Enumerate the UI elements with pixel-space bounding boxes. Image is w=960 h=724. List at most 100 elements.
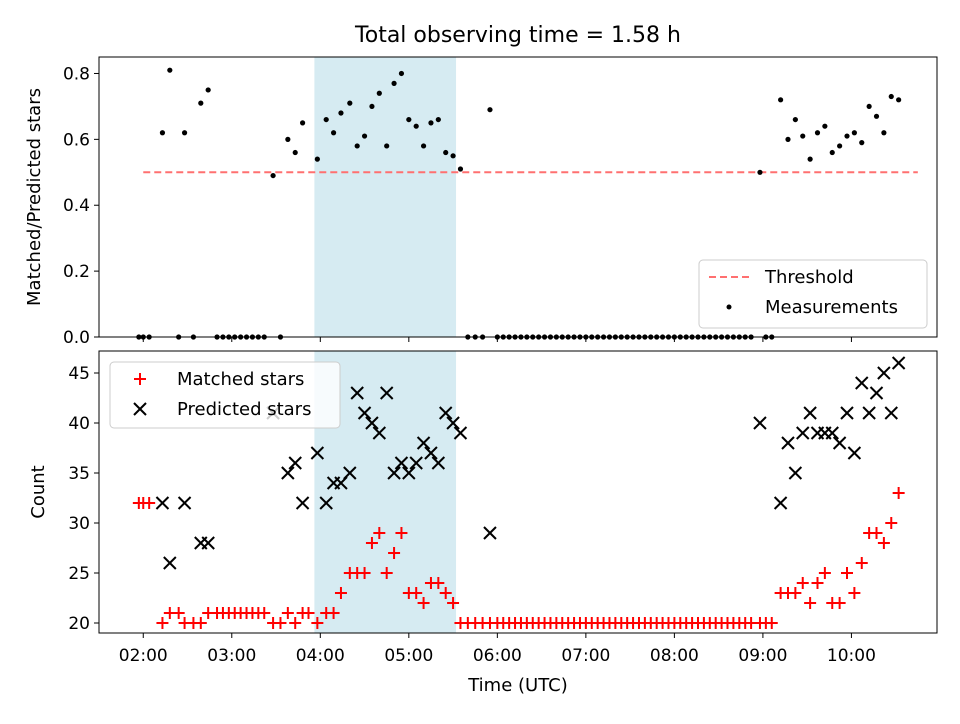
predicted-point [424, 446, 438, 460]
x-tick-label: 06:00 [473, 646, 522, 666]
measurement-point [292, 149, 298, 156]
predicted-point [365, 416, 379, 430]
measurement-point [398, 70, 405, 77]
matched-point [789, 587, 802, 599]
bottom-legend-box [109, 361, 341, 429]
matched-point [194, 617, 207, 629]
measurement-point [347, 100, 353, 106]
predicted-point [409, 456, 423, 470]
matched-point [395, 527, 408, 539]
measurement-point [785, 136, 791, 142]
x-tick-label: 03:00 [207, 646, 256, 666]
measurement-point [270, 172, 276, 179]
measurement-point [323, 116, 329, 123]
matched-point [274, 617, 287, 629]
measurement-point [778, 97, 784, 103]
top-y-tick-label: 0.2 [63, 262, 90, 282]
predicted-point [869, 386, 884, 400]
bottom-y-axis-label: Count [28, 465, 49, 518]
measurement-point [873, 113, 880, 119]
measurement-point [420, 143, 427, 149]
measurement-point [384, 143, 390, 149]
measurement-point [330, 130, 337, 136]
predicted-point [753, 416, 767, 430]
matched-point [804, 597, 817, 609]
measurement-point [285, 136, 291, 142]
legend-matched-label: Matched stars [177, 369, 304, 390]
predicted-point [416, 436, 431, 450]
matched-point [765, 617, 778, 629]
measurement-point [866, 103, 872, 110]
matched-point [358, 567, 371, 579]
measurement-point [443, 149, 449, 156]
top-panel: 0.00.20.40.60.8 Matched/Predicted stars … [24, 56, 938, 348]
measurement-point [167, 67, 173, 73]
measurement-point [457, 166, 464, 172]
top-x-ticks [142, 337, 852, 342]
measurement-point [888, 93, 894, 100]
predicted-point [387, 466, 401, 480]
measurement-point [800, 133, 806, 139]
measurement-point [391, 80, 397, 86]
measurement-point [851, 130, 857, 136]
x-tick-label: 07:00 [561, 646, 610, 666]
predicted-point [803, 406, 817, 420]
predicted-point [446, 416, 460, 430]
matched-point [848, 587, 861, 599]
measurement-point [487, 107, 493, 113]
legend-predicted-swatch [133, 402, 147, 416]
predicted-point [855, 376, 869, 390]
matched-point [334, 587, 347, 599]
top-legend: Threshold Measurements [698, 259, 928, 329]
predicted-point [483, 526, 497, 540]
measurement-point [450, 153, 456, 159]
legend-measurements-label: Measurements [765, 297, 898, 318]
x-tick-label: 09:00 [738, 646, 787, 666]
predicted-point [155, 496, 170, 510]
top-y-tick-label: 0.6 [63, 130, 90, 150]
top-y-axis-label: Matched/Predicted stars [24, 88, 45, 306]
measurement-point [435, 116, 441, 123]
predicted-point [379, 386, 394, 400]
matched-point [877, 537, 890, 549]
x-tick-label: 02:00 [119, 646, 168, 666]
measurement-point [807, 156, 813, 162]
top-observing-span [314, 57, 457, 337]
matched-point [258, 607, 271, 619]
matched-point [311, 617, 324, 629]
predicted-point [796, 426, 810, 440]
bottom-y-tick-label: 35 [68, 464, 90, 484]
top-y-tick-label: 0.8 [63, 64, 90, 84]
matched-point [841, 567, 854, 579]
top-axes-frame [98, 56, 938, 338]
matched-point [373, 527, 386, 539]
bottom-y-tick-label: 40 [68, 414, 90, 434]
bottom-y-ticks: 20 25 30 35 40 45 [68, 364, 99, 634]
measurement-point [859, 140, 865, 146]
matched-point [365, 537, 378, 549]
predicted-point [201, 536, 215, 550]
measurement-point [338, 110, 344, 116]
measurement-point [814, 130, 821, 136]
x-tick-label: 10:00 [827, 646, 876, 666]
predicted-point [439, 406, 453, 420]
bottom-axes-frame [98, 350, 938, 634]
predicted-point [310, 446, 325, 460]
matched-point [870, 527, 883, 539]
measurement-point [757, 169, 763, 175]
measurement-point [881, 130, 887, 136]
measurement-point [837, 143, 843, 149]
predicted-point [343, 466, 357, 480]
predicted-point [847, 446, 862, 460]
matched-point [885, 517, 898, 529]
predicted-point [394, 456, 409, 470]
matched-point [432, 577, 445, 589]
matched-point [818, 567, 831, 579]
predicted-point [402, 466, 416, 480]
measurement-point [406, 116, 412, 123]
matched-point [796, 577, 809, 589]
predicted-point [788, 466, 803, 480]
predicted-point [288, 456, 302, 470]
measurement-point [198, 100, 204, 106]
predicted-point [832, 436, 847, 450]
